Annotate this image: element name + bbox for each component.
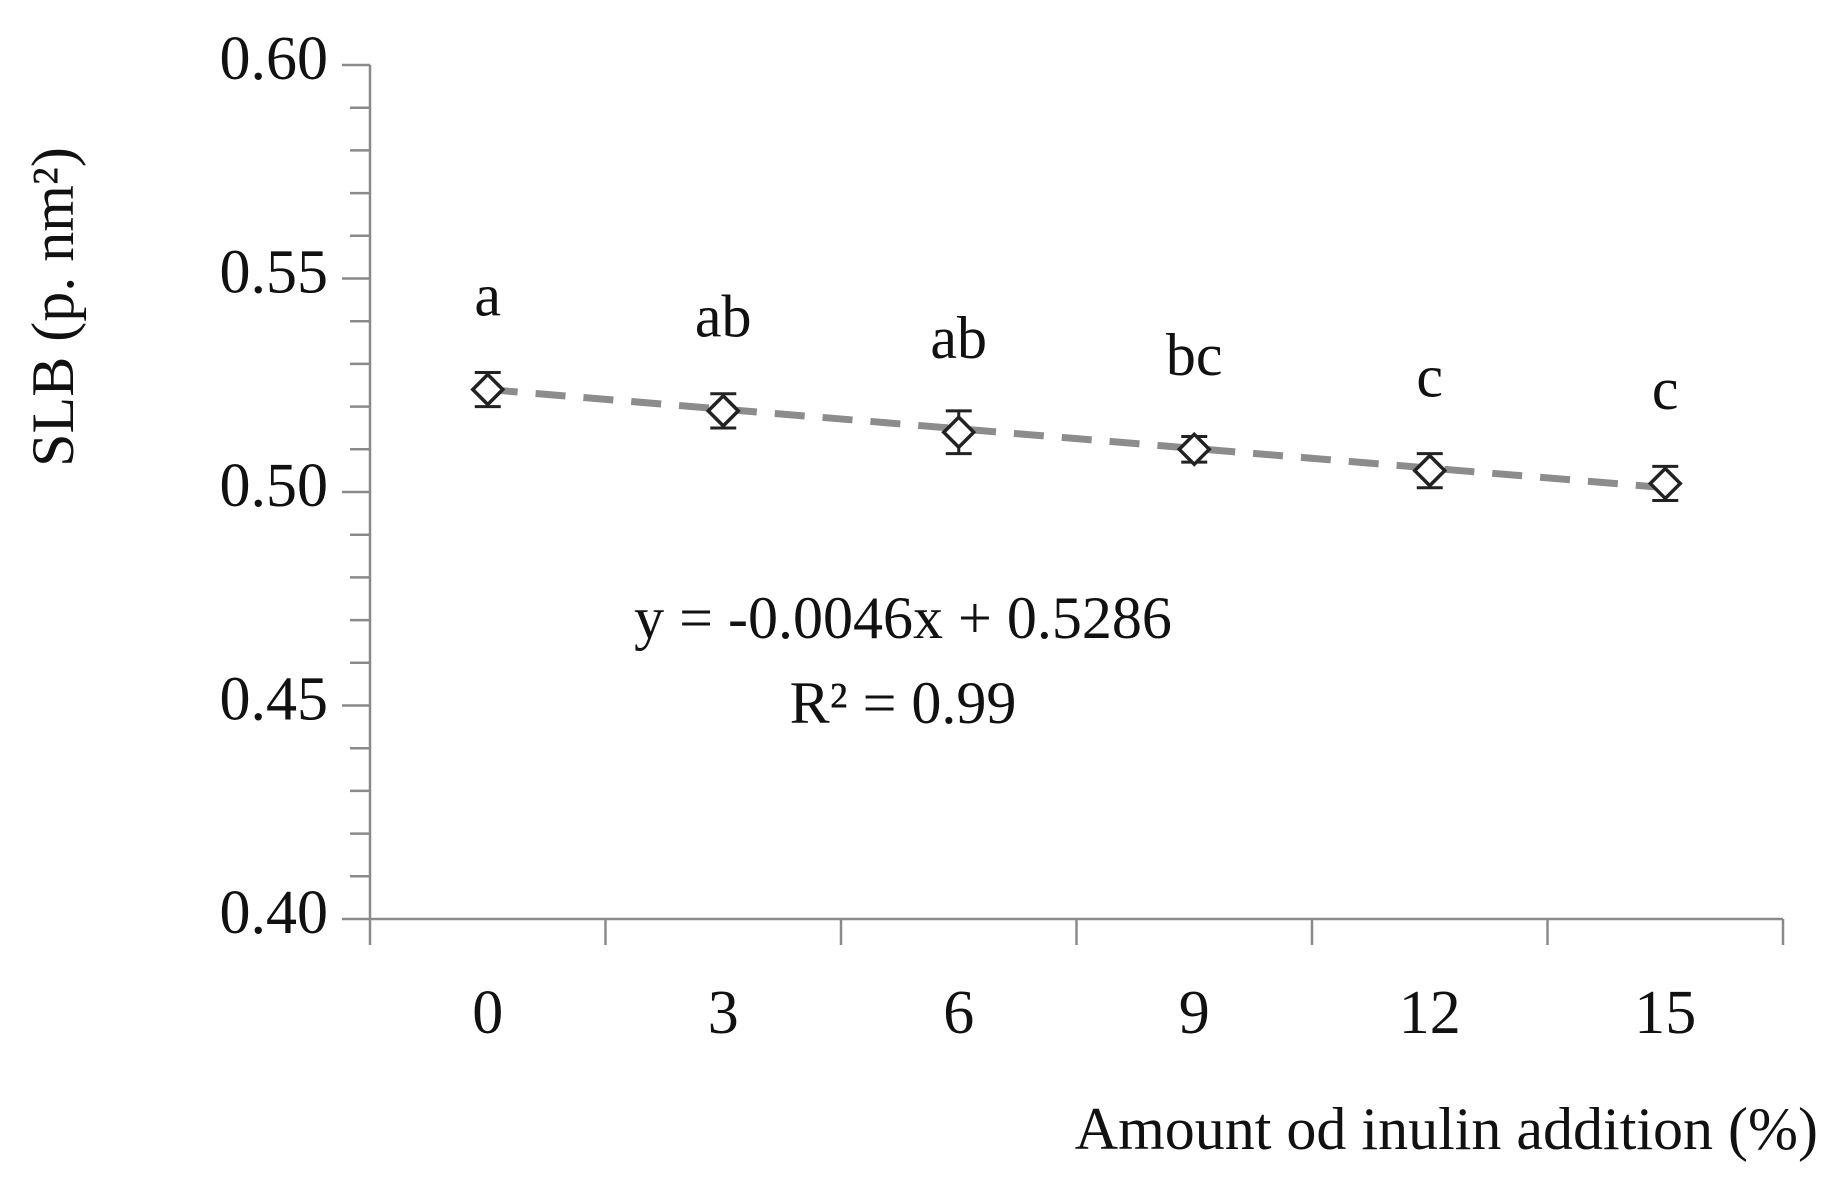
value-label: ab [930,305,987,371]
point [1412,453,1448,489]
point [1176,431,1212,467]
x-tick-label: 9 [1179,979,1210,1047]
y-tick-label: 0.50 [220,452,329,520]
x-tick-label: 12 [1399,979,1461,1047]
y-tick-label: 0.40 [220,879,329,947]
point [705,393,741,429]
y-axis-label: SLB (p. nm²) [20,147,86,467]
x-tick-label: 6 [943,979,974,1047]
point [470,372,506,407]
value-label: c [1652,356,1679,422]
y-tick-label: 0.60 [220,25,329,93]
r-squared: R² = 0.99 [790,670,1017,736]
value-label: bc [1166,322,1223,388]
x-tick-label: 15 [1634,979,1696,1047]
value-label: a [474,262,501,328]
trendline [487,386,1666,492]
point [1647,465,1683,501]
y-tick-label: 0.45 [220,666,329,734]
value-label: ab [695,284,752,350]
y-tick-label: 0.55 [220,239,329,307]
x-axis-label: Amount od inulin addition (%) [1075,1096,1818,1162]
x-tick-label: 0 [472,979,503,1047]
value-label: c [1416,343,1443,409]
trend-equation: y = -0.0046x + 0.5286 [634,585,1172,651]
x-tick-label: 3 [708,979,739,1047]
point [941,414,977,450]
